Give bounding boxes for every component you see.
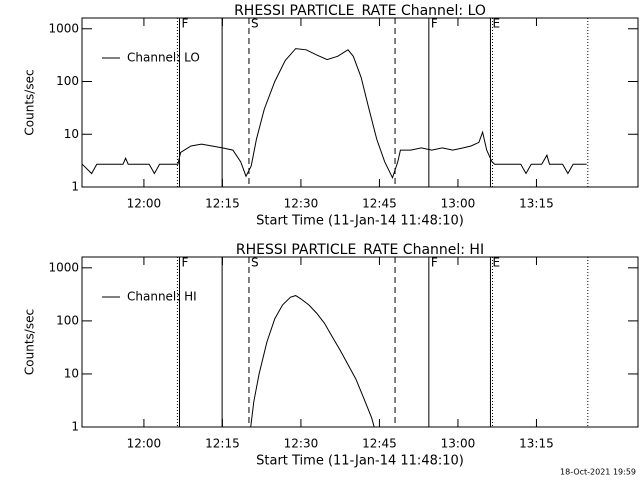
chart-title: RHESSI PARTICLE_RATE Channel: HI [236,242,484,258]
y-tick-label: 1000 [48,21,79,35]
y-tick-label: 100 [56,313,79,327]
x-tick-label: 13:00 [441,197,476,211]
y-tick-label: 1 [71,180,79,194]
x-tick-label: 13:15 [519,197,554,211]
x-tick-label: 12:00 [127,197,162,211]
marker-label: F [182,17,189,31]
footer: 18-Oct-2021 19:59 [560,468,636,477]
y-axis-label: Counts/sec [23,69,37,135]
x-tick-label: 13:15 [519,437,554,451]
x-tick-label: 12:15 [205,197,240,211]
y-tick-label: 100 [56,74,79,88]
x-tick-label: 12:15 [205,437,240,451]
marker-label: F [431,17,438,31]
plot-frame [81,256,639,428]
x-tick-label: 12:45 [362,437,397,451]
marker-label: S [251,17,259,31]
marker-label: F [182,256,189,270]
marker-label: S [251,256,259,270]
legend-label: Channel: HI [127,290,197,304]
marker-label: F [431,256,438,270]
x-axis-label: Start Time (11-Jan-14 11:48:10) [256,454,464,469]
y-tick-label: 10 [64,366,79,380]
marker-label: E [492,256,500,270]
chart-title: RHESSI PARTICLE_RATE Channel: LO [234,3,486,19]
marker-label: E [492,17,500,31]
x-tick-label: 13:00 [441,437,476,451]
data-line [81,48,587,180]
y-axis-label: Counts/sec [23,309,37,375]
x-tick-label: 12:30 [284,437,319,451]
y-tick-label: 1000 [48,260,79,274]
x-tick-label: 12:30 [284,197,319,211]
y-tick-label: 1 [71,420,79,434]
x-axis-label: Start Time (11-Jan-14 11:48:10) [256,214,464,229]
x-tick-label: 12:45 [362,197,397,211]
x-tick-label: 12:00 [127,437,162,451]
plot-frame [81,17,639,188]
data-line [250,295,375,428]
legend-label: Channel: LO [127,51,200,65]
y-tick-label: 10 [64,127,79,141]
